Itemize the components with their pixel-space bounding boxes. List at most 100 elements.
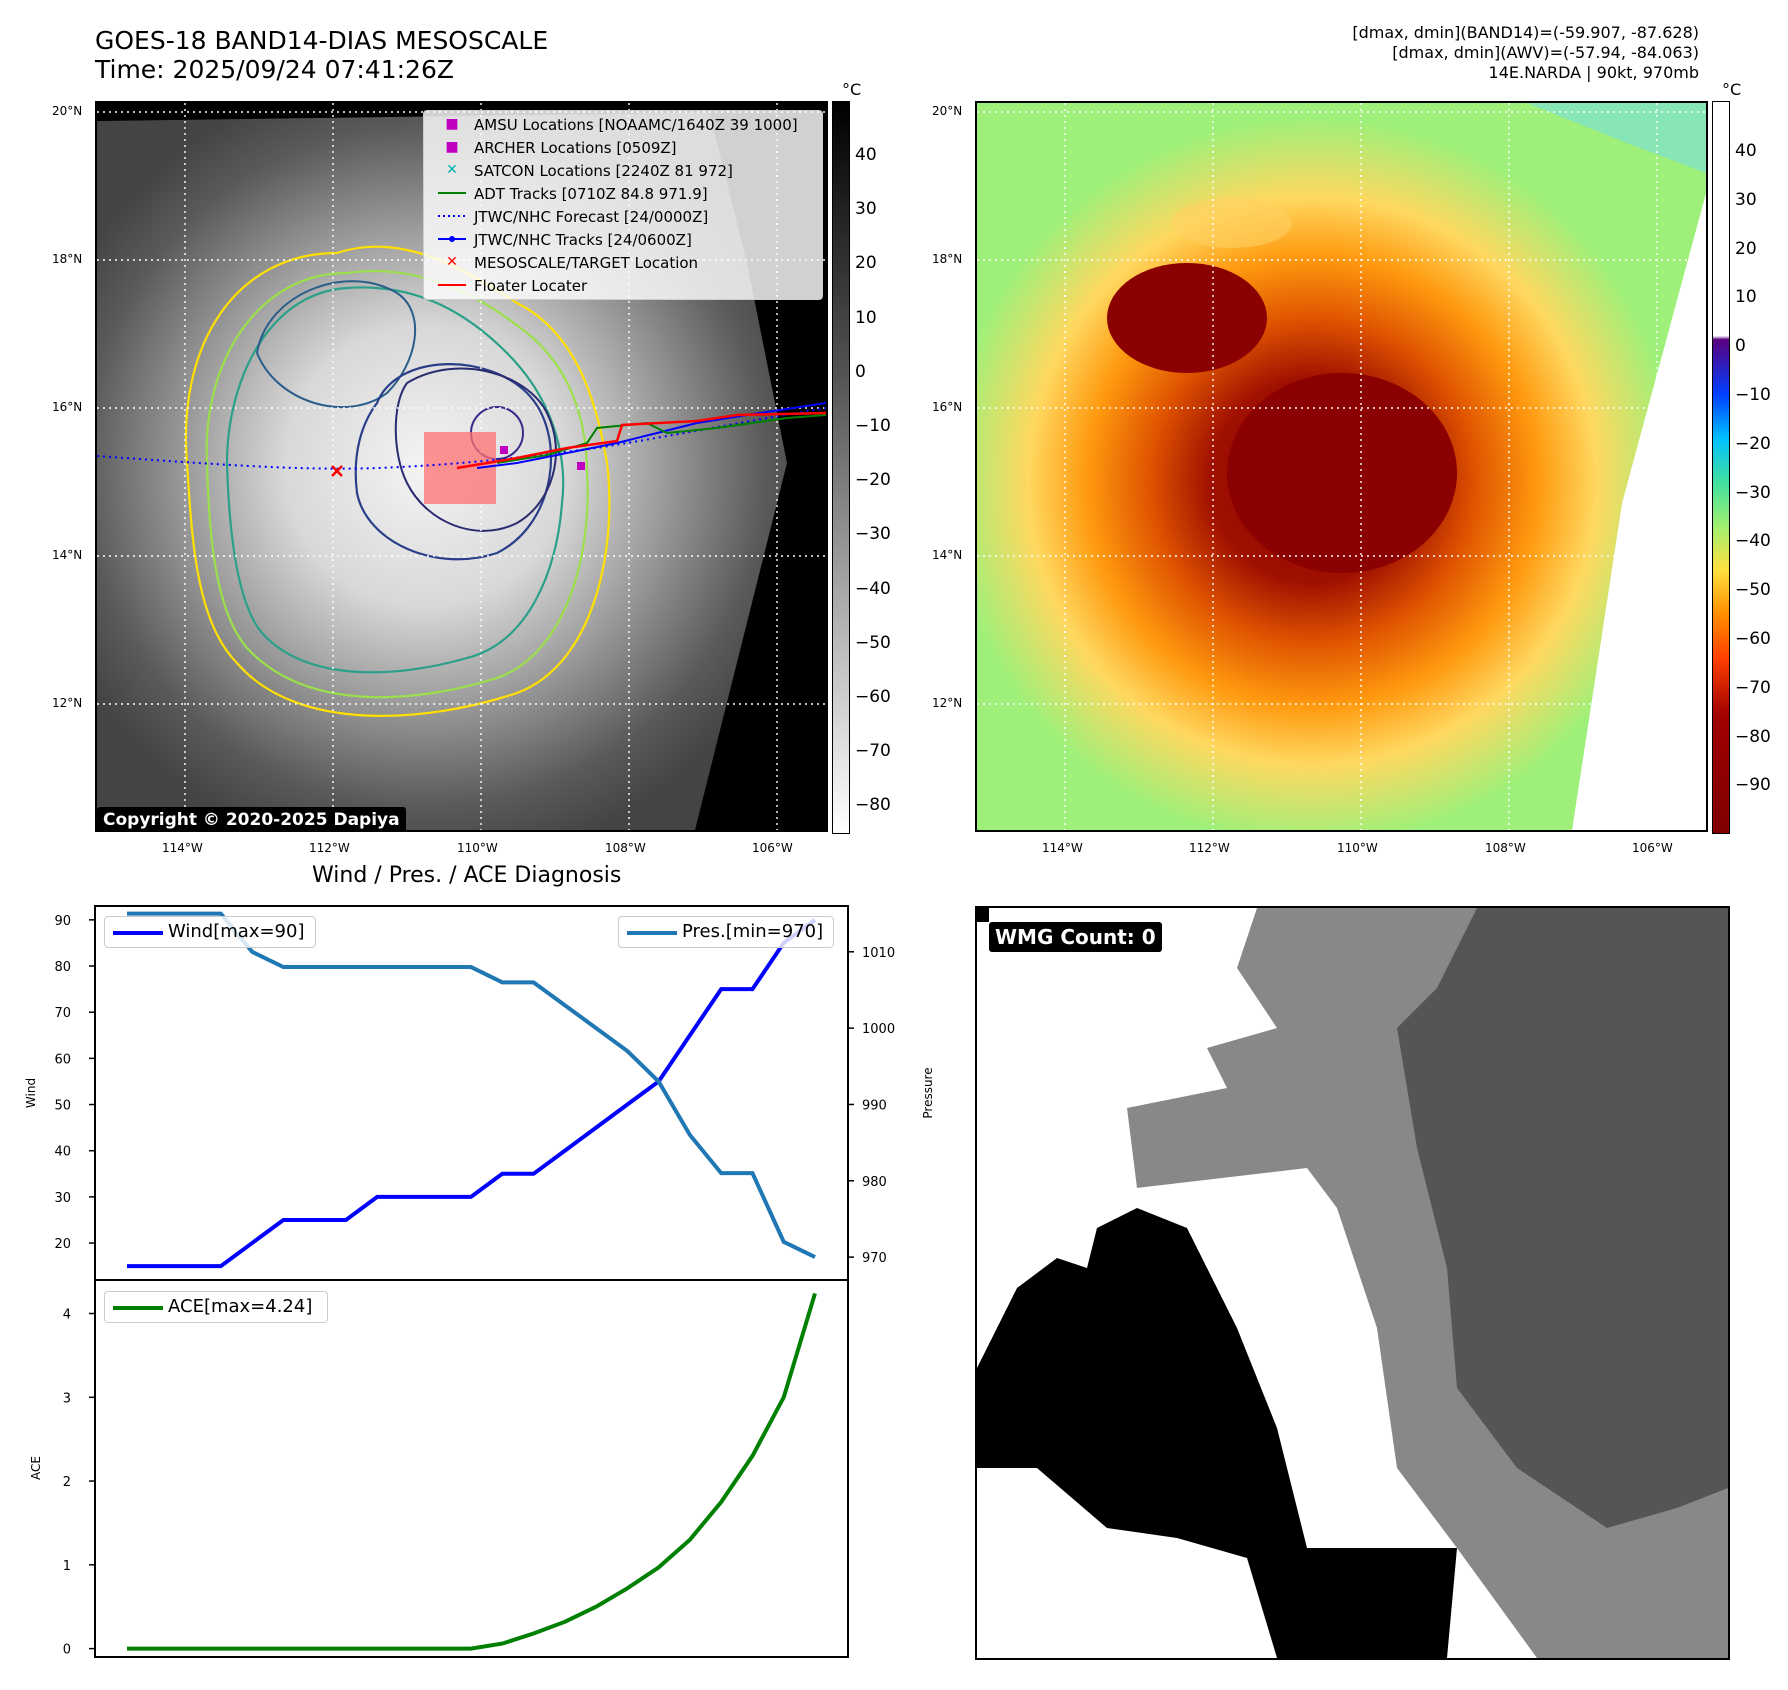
colorbar-tick-label: −50: [1735, 580, 1771, 601]
y-tick-label: 90: [54, 914, 71, 929]
copyright-label: Copyright © 2020-2025 Dapiya: [97, 807, 406, 830]
lon-label: 114°W: [162, 841, 203, 855]
legend-forecast: JTWC/NHC Forecast [24/0000Z]: [438, 208, 709, 226]
y-tick-label: 3: [63, 1391, 71, 1406]
wmg-panel: WMG Count: 0: [975, 906, 1730, 1660]
colorbar-tick-label: −60: [855, 687, 891, 707]
y-tick-label: 4: [63, 1308, 71, 1323]
colorbar-tick-label: −20: [855, 470, 891, 491]
y-right-tick-label: 1010: [862, 946, 895, 961]
colorbar-tick-label: 40: [855, 145, 877, 165]
colorbar-tick-label: −90: [1735, 775, 1771, 796]
y-tick-label: 40: [54, 1145, 71, 1160]
lon-label: 108°W: [1485, 841, 1526, 855]
lat-label: 16°N: [932, 400, 963, 414]
colorbar-tick-label: −80: [1735, 726, 1771, 747]
wmg-count-label: WMG Count: 0: [989, 922, 1162, 952]
lon-label: 108°W: [605, 841, 646, 855]
lat-label: 14°N: [52, 548, 83, 562]
y-tick-label: 2: [63, 1475, 71, 1490]
legend-target: ✕ MESOSCALE/TARGET Location: [446, 254, 699, 272]
y-tick-label: 60: [54, 1052, 71, 1067]
y-right-tick-label: 970: [862, 1251, 887, 1266]
lat-label: 14°N: [932, 548, 963, 562]
y-tick-label: 70: [54, 1006, 71, 1021]
legend-archer: ■ ARCHER Locations [0509Z]: [445, 139, 677, 157]
colorbar-tick-label: 10: [855, 307, 877, 328]
y-tick-label: 80: [54, 960, 71, 975]
right-colorbar: [1712, 101, 1730, 834]
map-legend: ■ AMSU Locations [NOAAMC/1640Z 39 1000] ■…: [423, 110, 823, 300]
legend-adt: ADT Tracks [0710Z 84.8 971.9]: [438, 185, 708, 203]
band14-range-info: [dmax, dmin](BAND14)=(-59.907, -87.628): [1352, 23, 1699, 42]
y-right-tick-label: 980: [862, 1175, 887, 1190]
y-tick-label: 0: [63, 1643, 71, 1658]
awv-map-panel: [975, 101, 1708, 832]
y-tick-label: 30: [54, 1191, 71, 1206]
y-right-tick-label: 990: [862, 1098, 887, 1113]
lat-label: 18°N: [932, 252, 963, 266]
lon-label: 106°W: [752, 841, 793, 855]
colorbar-tick-label: −10: [855, 416, 891, 436]
colorbar-tick-label: −60: [1735, 629, 1771, 649]
pressure-legend-label: Pres.[min=970]: [682, 921, 824, 942]
colorbar-tick-label: −20: [1735, 433, 1771, 454]
lon-label: 106°W: [1632, 841, 1673, 855]
colorbar-tick-label: 0: [1735, 336, 1746, 357]
wind-pressure-axes: [94, 905, 849, 1281]
y-right-tick-label: 1000: [862, 1022, 895, 1037]
colorbar-tick-label: 40: [1735, 141, 1757, 161]
lat-label: 12°N: [932, 696, 963, 710]
y-tick-label: 50: [54, 1099, 71, 1114]
legend-tracks: JTWC/NHC Tracks [24/0600Z]: [424, 229, 822, 251]
lon-label: 110°W: [457, 841, 498, 855]
pressure-line: [127, 911, 816, 1259]
ir-map-panel: ■ AMSU Locations [NOAAMC/1640Z 39 1000] ■…: [95, 101, 828, 832]
ace-line: [127, 1292, 817, 1651]
colorbar-tick-label: 10: [1735, 287, 1757, 308]
left-colorbar-unit: °C: [842, 80, 862, 99]
right-colorbar-unit: °C: [1722, 80, 1742, 99]
pressure-axis-label: Pressure: [921, 1067, 935, 1118]
awv-map-image: [977, 103, 1706, 830]
colorbar-tick-label: −30: [855, 524, 891, 545]
colorbar-tick-label: −70: [855, 741, 891, 762]
colorbar-tick-label: −40: [1735, 531, 1771, 552]
colorbar-tick-label: −40: [855, 578, 891, 599]
ace-axes: [94, 1279, 849, 1658]
lon-label: 110°W: [1337, 841, 1378, 855]
awv-range-info: [dmax, dmin](AWV)=(-57.94, -84.063): [1392, 43, 1699, 62]
lon-label: 114°W: [1042, 841, 1083, 855]
lon-label: 112°W: [309, 841, 350, 855]
figure-time: Time: 2025/09/24 07:41:26Z: [95, 55, 454, 84]
wind-line: [127, 918, 817, 1269]
ace-legend-label: ACE[max=4.24]: [168, 1296, 313, 1317]
y-tick-label: 1: [63, 1559, 71, 1574]
colorbar-tick-label: 30: [855, 199, 877, 220]
legend-amsu: ■ AMSU Locations [NOAAMC/1640Z 39 1000]: [445, 116, 798, 134]
lat-label: 20°N: [932, 104, 963, 118]
wind-legend-label: Wind[max=90]: [168, 921, 305, 942]
ace-legend: ACE[max=4.24]: [104, 1291, 328, 1323]
y-tick-label: 20: [54, 1237, 71, 1252]
colorbar-tick-label: −10: [1735, 385, 1771, 405]
lon-label: 112°W: [1189, 841, 1230, 855]
wind-axis-label: Wind: [24, 1078, 38, 1108]
legend-satcon: ✕ SATCON Locations [2240Z 81 972]: [446, 162, 733, 180]
wmg-image: [977, 908, 1728, 1658]
ace-axis-label: ACE: [29, 1456, 43, 1480]
colorbar-tick-label: −50: [855, 632, 891, 653]
legend-floater: Floater Locater: [438, 277, 588, 295]
lat-label: 12°N: [52, 696, 83, 710]
wind-legend: Wind[max=90]: [104, 916, 316, 948]
colorbar-tick-label: −80: [855, 795, 891, 816]
colorbar-tick-label: −30: [1735, 482, 1771, 503]
colorbar-tick-label: 20: [1735, 238, 1757, 259]
colorbar-tick-label: 30: [1735, 189, 1757, 210]
pressure-legend: Pres.[min=970]: [618, 916, 834, 948]
storm-info: 14E.NARDA | 90kt, 970mb: [1488, 63, 1699, 82]
colorbar-tick-label: 0: [855, 361, 866, 382]
colorbar-tick-label: −70: [1735, 677, 1771, 698]
diagnosis-title: Wind / Pres. / ACE Diagnosis: [312, 863, 622, 888]
